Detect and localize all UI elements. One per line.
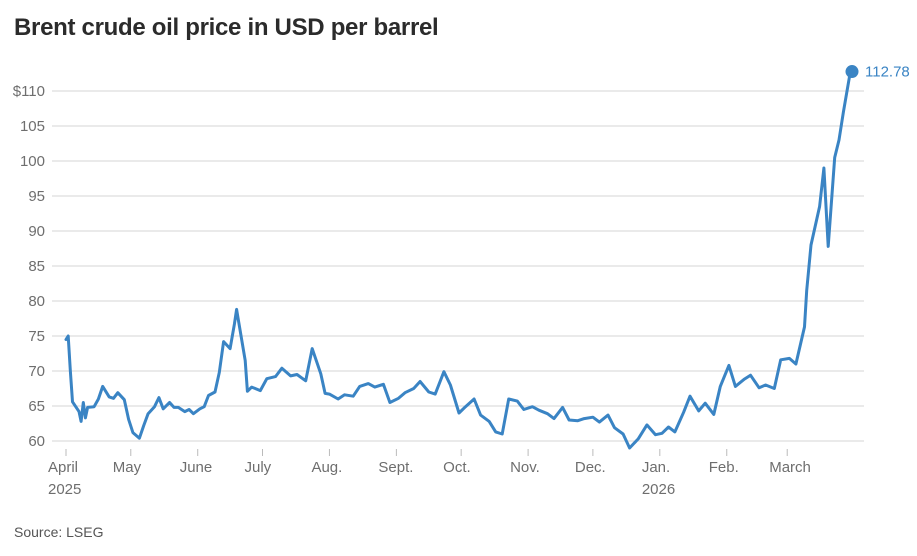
x-tick-label: Nov. <box>510 459 540 476</box>
x-tick-year-label: 2025 <box>48 481 81 498</box>
y-tick-label: 85 <box>28 258 45 275</box>
x-tick-label: Jan. <box>642 459 670 476</box>
x-tick-year-label: 2026 <box>642 481 675 498</box>
x-tick-label: June <box>180 459 213 476</box>
x-tick-label: April <box>48 459 78 476</box>
x-tick-label: March <box>769 459 811 476</box>
x-tick-label: Sept. <box>378 459 413 476</box>
y-tick-label: 80 <box>28 293 45 310</box>
y-tick-label: 70 <box>28 363 45 380</box>
source-note: Source: LSEG <box>14 524 104 540</box>
y-tick-label: 75 <box>28 328 45 345</box>
y-axis-ticks: $110 105 100 95 90 85 80 75 70 65 60 <box>13 83 45 450</box>
x-tick-label: Feb. <box>709 459 739 476</box>
end-value-label: 112.78 <box>865 64 910 81</box>
chart-title: Brent crude oil price in USD per barrel <box>14 14 439 41</box>
y-tick-label: 100 <box>20 153 45 170</box>
y-tick-label: 95 <box>28 188 45 205</box>
y-tick-label: 105 <box>20 118 45 135</box>
x-tick-label: Aug. <box>311 459 342 476</box>
x-tick-label: May <box>113 459 142 476</box>
series-line <box>64 70 854 450</box>
x-tick-label: Oct. <box>443 459 471 476</box>
y-tick-label: $110 <box>13 83 45 100</box>
x-tick-label: Dec. <box>575 459 606 476</box>
end-point-marker <box>845 65 859 79</box>
x-axis-ticks: April 2025 May June July Aug. Sept. Oct. Nov. Dec… <box>48 449 811 498</box>
gridlines <box>52 90 864 442</box>
y-tick-label: 65 <box>28 398 45 415</box>
x-tick-label: July <box>245 459 272 476</box>
y-tick-label: 90 <box>28 223 45 240</box>
y-tick-label: 60 <box>28 433 45 450</box>
